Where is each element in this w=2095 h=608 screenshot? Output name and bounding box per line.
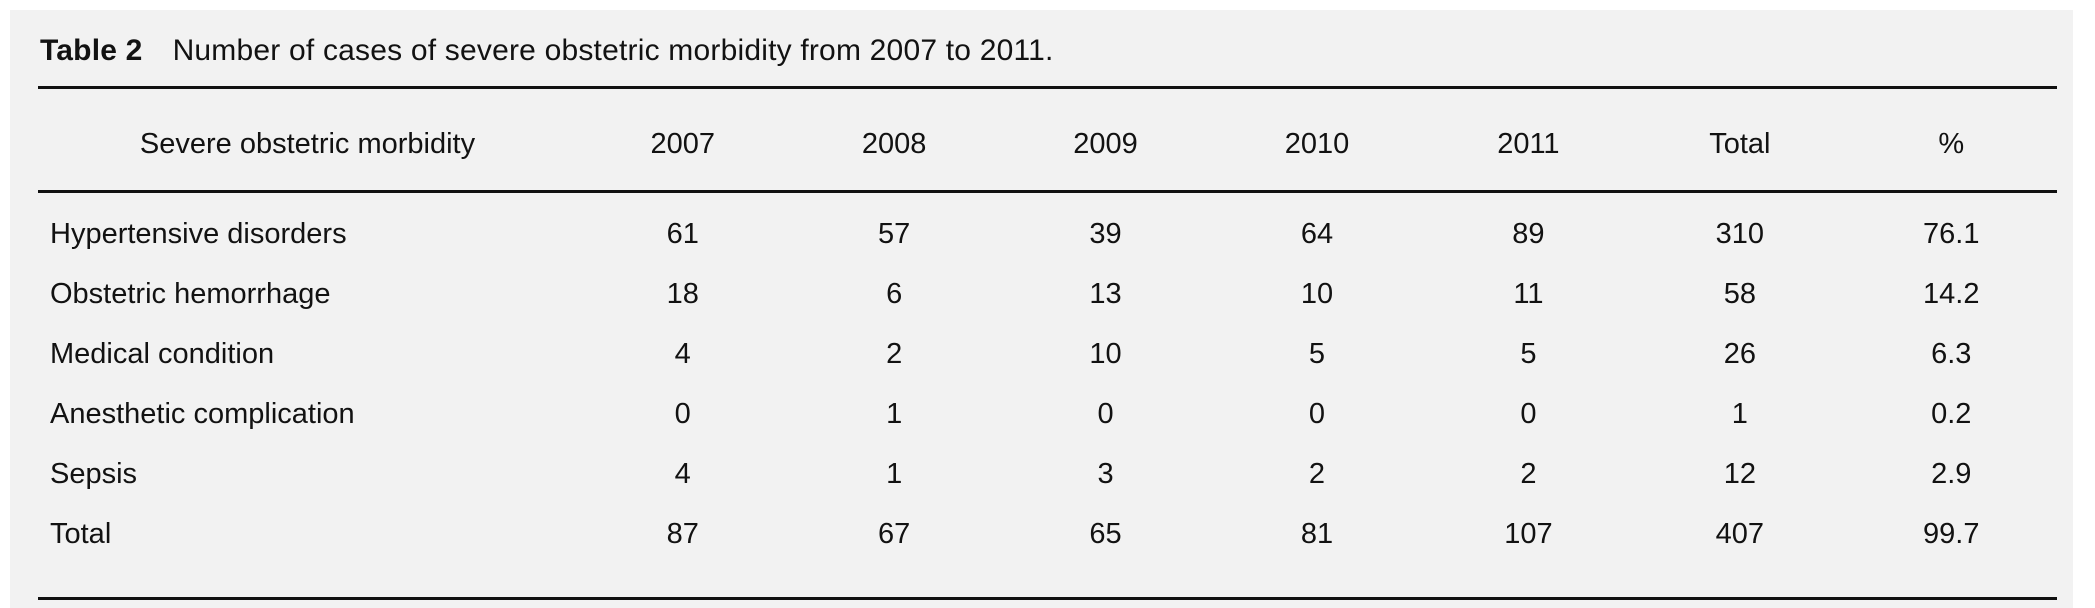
column-header-2008: 2008 xyxy=(788,86,1000,193)
cell-value: 87 xyxy=(666,517,699,550)
cell-value: 6.3 xyxy=(1931,337,1972,370)
cell-value: 39 xyxy=(1089,217,1122,250)
cell-value: 107 xyxy=(1504,517,1553,550)
row-label: Total xyxy=(50,517,112,550)
cell-value: 2 xyxy=(886,337,903,370)
cell-value: 0 xyxy=(674,397,691,430)
cell-value: 1 xyxy=(886,397,903,430)
table-row: Anesthetic complication 0 1 0 0 0 1 0.2 xyxy=(38,384,2057,444)
table-header-row: Severe obstetric morbidity 2007 2008 2009 20… xyxy=(38,86,2057,193)
cell-value: 0 xyxy=(1520,397,1537,430)
cell-value: 57 xyxy=(878,217,911,250)
cell-value: 1 xyxy=(886,457,903,490)
cell-value: 61 xyxy=(666,217,699,250)
cell-value: 14.2 xyxy=(1923,277,1980,310)
cell-value: 10 xyxy=(1300,277,1334,310)
table-row: Hypertensive disorders 61 57 39 64 89 310 76.1 xyxy=(38,192,2057,265)
cell-value: 4 xyxy=(674,337,691,370)
cell-value: 81 xyxy=(1300,517,1334,550)
column-header-2009: 2009 xyxy=(999,86,1212,193)
cell-value: 0 xyxy=(1308,397,1326,430)
table-body: Hypertensive disorders 61 57 39 64 89 310 76.1 O… xyxy=(38,192,2057,599)
cell-value: 5 xyxy=(1520,337,1537,370)
cell-value: 18 xyxy=(666,277,699,310)
table-header: Severe obstetric morbidity 2007 2008 2009 20… xyxy=(38,86,2057,193)
cell-value: 26 xyxy=(1723,337,1756,370)
cell-value: 10 xyxy=(1089,337,1122,370)
column-header-2011: 2011 xyxy=(1422,86,1635,193)
cell-value: 58 xyxy=(1723,277,1756,310)
cell-value: 310 xyxy=(1715,217,1765,250)
cell-value: 1 xyxy=(1731,397,1748,430)
column-header-total: Total xyxy=(1634,86,1846,193)
cell-value: 76.1 xyxy=(1923,217,1980,250)
table-caption: Table 2 Number of cases of severe obstetr… xyxy=(10,10,2073,86)
table-row: Obstetric hemorrhage 18 6 13 10 11 58 14.2 xyxy=(38,264,2057,324)
table-row: Sepsis 4 1 3 2 2 12 2.9 xyxy=(38,444,2057,504)
cell-value: 11 xyxy=(1513,277,1544,310)
row-label: Medical condition xyxy=(50,337,275,370)
cell-value: 67 xyxy=(878,517,911,550)
cell-value: 13 xyxy=(1089,277,1122,310)
cell-value: 3 xyxy=(1097,457,1114,490)
cell-value: 2 xyxy=(1520,457,1537,490)
table-panel: Table 2 Number of cases of severe obstetr… xyxy=(10,10,2073,608)
cell-value: 2.9 xyxy=(1931,457,1972,490)
cell-value: 89 xyxy=(1512,217,1545,250)
row-label: Obstetric hemorrhage xyxy=(50,277,331,310)
cell-value: 0.2 xyxy=(1931,397,1972,430)
column-header-2010: 2010 xyxy=(1211,86,1423,193)
cell-value: 12 xyxy=(1723,457,1756,490)
column-header-severe-obstetric-morbidity: Severe obstetric morbidity xyxy=(38,86,577,193)
cell-value: 5 xyxy=(1308,337,1326,370)
table-row: Total 87 67 65 81 107 407 99.7 xyxy=(38,504,2057,599)
row-label: Anesthetic complication xyxy=(50,397,355,430)
cell-value: 2 xyxy=(1308,457,1326,490)
morbidity-table: Severe obstetric morbidity 2007 2008 2009 20… xyxy=(38,86,2057,600)
cell-value: 4 xyxy=(674,457,691,490)
cell-value: 65 xyxy=(1089,517,1122,550)
cell-value: 0 xyxy=(1097,397,1114,430)
table-caption-text: Number of cases of severe obstetric morb… xyxy=(172,34,1054,67)
cell-value: 407 xyxy=(1715,517,1765,550)
cell-value: 99.7 xyxy=(1923,517,1980,550)
column-header-2007: 2007 xyxy=(577,86,789,193)
row-label: Hypertensive disorders xyxy=(50,217,347,250)
row-label: Sepsis xyxy=(50,457,138,490)
table-number-label: Table 2 xyxy=(40,34,143,67)
table-row: Medical condition 4 2 10 5 5 26 6.3 xyxy=(38,324,2057,384)
cell-value: 6 xyxy=(886,277,903,310)
cell-value: 64 xyxy=(1300,217,1334,250)
column-header-percent: % xyxy=(1845,86,2057,193)
